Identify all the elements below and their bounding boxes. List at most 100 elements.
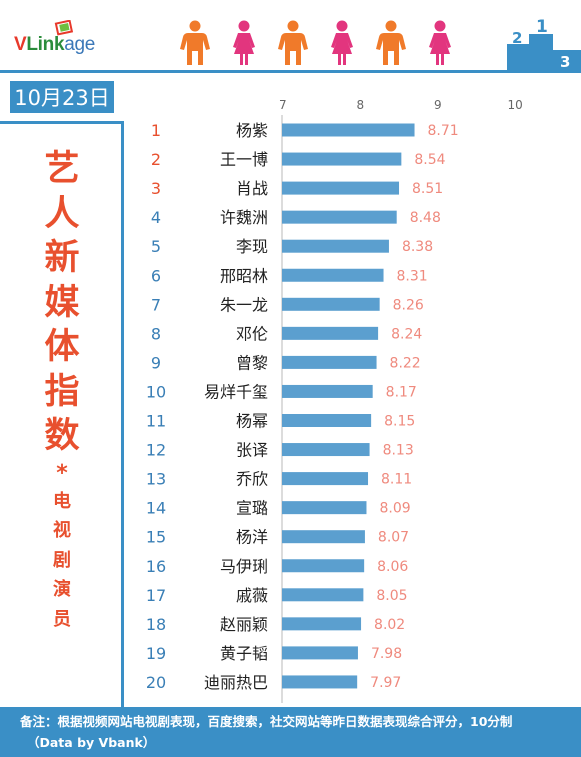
score-value-label: 8.22 bbox=[390, 355, 421, 371]
score-bar bbox=[282, 210, 397, 224]
score-value-label: 7.97 bbox=[370, 675, 401, 691]
podium-number-2: 2 bbox=[512, 29, 522, 47]
podium-icon: 2 1 3 bbox=[507, 16, 581, 71]
score-bar bbox=[282, 501, 367, 515]
rank-number: 18 bbox=[146, 615, 166, 634]
score-bar bbox=[282, 530, 365, 544]
rank-number: 17 bbox=[146, 586, 166, 605]
artist-name: 迪丽热巴 bbox=[204, 673, 268, 692]
score-bar bbox=[282, 239, 389, 253]
score-bar bbox=[282, 443, 370, 457]
score-value-label: 8.17 bbox=[386, 384, 417, 400]
male-person-icon bbox=[180, 20, 210, 65]
score-bar bbox=[282, 472, 369, 486]
artist-name: 朱一龙 bbox=[220, 295, 268, 314]
title-char: 人 bbox=[44, 193, 80, 234]
vlinkage-logo: VLinkage bbox=[14, 20, 134, 64]
rank-number: 2 bbox=[151, 150, 161, 169]
artist-name: 马伊琍 bbox=[220, 557, 268, 576]
logo-v: V bbox=[14, 34, 27, 55]
score-value-label: 7.98 bbox=[371, 646, 402, 662]
rank-number: 4 bbox=[151, 208, 161, 227]
artist-name: 易烊千玺 bbox=[204, 382, 268, 401]
rank-number: 15 bbox=[146, 528, 166, 547]
score-bar bbox=[282, 588, 364, 602]
sidebar: 10月23日 艺人新媒体指数 * 电视剧演员 bbox=[0, 73, 126, 707]
rank-number: 13 bbox=[146, 470, 166, 489]
subtitle-char: 演 bbox=[53, 579, 71, 600]
rank-number: 20 bbox=[146, 673, 166, 692]
score-value-label: 8.71 bbox=[428, 123, 459, 139]
artist-name: 张译 bbox=[236, 441, 268, 460]
footer-credit: （Data by Vbank） bbox=[27, 735, 156, 750]
footer: 备注：根据视频网站电视剧表现，百度搜索，社交网站等昨日数据表现综合评分，10分制… bbox=[0, 707, 581, 757]
artist-name: 赵丽颖 bbox=[220, 615, 268, 634]
artist-name: 杨紫 bbox=[236, 121, 268, 140]
title-char: 媒 bbox=[44, 282, 80, 323]
artist-name: 乔欣 bbox=[236, 470, 268, 489]
rank-number: 1 bbox=[151, 121, 161, 140]
score-bar bbox=[282, 559, 365, 573]
score-value-label: 8.38 bbox=[402, 239, 433, 255]
score-bar bbox=[282, 297, 380, 311]
score-value-label: 8.02 bbox=[374, 617, 405, 633]
score-value-label: 8.54 bbox=[414, 152, 445, 168]
logo-mark-icon bbox=[54, 20, 74, 36]
subtitle-char: 员 bbox=[53, 608, 71, 630]
date-badge: 10月23日 bbox=[10, 81, 114, 113]
score-bar bbox=[282, 123, 415, 137]
rank-number: 6 bbox=[151, 266, 161, 285]
title-char: 新 bbox=[44, 238, 80, 278]
artist-name: 杨洋 bbox=[236, 528, 268, 547]
score-bar bbox=[282, 384, 373, 398]
artist-name: 杨幂 bbox=[236, 412, 268, 431]
sidebar-frame bbox=[0, 121, 124, 707]
vertical-title: 艺人新媒体指数 * 电视剧演员 bbox=[0, 147, 124, 634]
score-value-label: 8.51 bbox=[412, 181, 443, 197]
score-bar bbox=[282, 355, 377, 369]
subtitle-char: 电 bbox=[53, 490, 71, 512]
score-value-label: 8.31 bbox=[397, 268, 428, 284]
female-person-icon bbox=[233, 20, 255, 65]
x-tick-label: 8 bbox=[357, 98, 365, 112]
header-divider bbox=[0, 70, 581, 73]
title-char: 艺 bbox=[44, 149, 80, 189]
sidebar-top-border bbox=[0, 121, 124, 124]
rank-number: 9 bbox=[151, 353, 161, 372]
rank-number: 16 bbox=[146, 557, 166, 576]
rank-number: 14 bbox=[146, 499, 166, 518]
rank-number: 5 bbox=[151, 237, 161, 256]
rank-number: 3 bbox=[151, 179, 161, 198]
score-bar bbox=[282, 617, 362, 631]
title-chars: 艺人新媒体指数 bbox=[44, 147, 79, 459]
logo-link: Link bbox=[26, 34, 65, 55]
score-value-label: 8.05 bbox=[376, 588, 407, 604]
artist-name: 戚薇 bbox=[236, 586, 268, 605]
title-char: 指 bbox=[44, 371, 80, 412]
male-person-icon bbox=[376, 20, 406, 65]
title-char: 数 bbox=[44, 416, 80, 456]
people-icons bbox=[178, 20, 458, 66]
subtitle-char: 视 bbox=[53, 520, 71, 541]
female-person-icon bbox=[331, 20, 353, 65]
artist-name: 邓伦 bbox=[236, 324, 268, 343]
logo-text: VLinkage bbox=[14, 34, 95, 56]
subtitle-char: 剧 bbox=[53, 549, 71, 571]
score-value-label: 8.24 bbox=[391, 326, 422, 342]
score-value-label: 8.07 bbox=[378, 530, 409, 546]
score-value-label: 8.11 bbox=[381, 472, 412, 488]
score-value-label: 8.26 bbox=[393, 297, 424, 313]
score-value-label: 8.09 bbox=[379, 501, 410, 517]
ranking-chart: 7 8 9 10 1 杨紫 8.71 2 王一博 8.54 3 肖战 8.51 4 许魏洲 8.48 5 李现 8.… bbox=[126, 73, 581, 707]
artist-name: 邢昭林 bbox=[220, 266, 268, 285]
rank-number: 7 bbox=[151, 295, 161, 314]
x-tick-label: 10 bbox=[508, 98, 523, 112]
x-tick-label: 7 bbox=[279, 98, 287, 112]
score-bar bbox=[282, 326, 379, 340]
rank-number: 8 bbox=[151, 324, 161, 343]
score-value-label: 8.15 bbox=[384, 414, 415, 430]
score-value-label: 8.48 bbox=[410, 210, 441, 226]
score-bar bbox=[282, 181, 400, 195]
artist-name: 许魏洲 bbox=[220, 208, 268, 227]
female-person-icon bbox=[429, 20, 451, 65]
